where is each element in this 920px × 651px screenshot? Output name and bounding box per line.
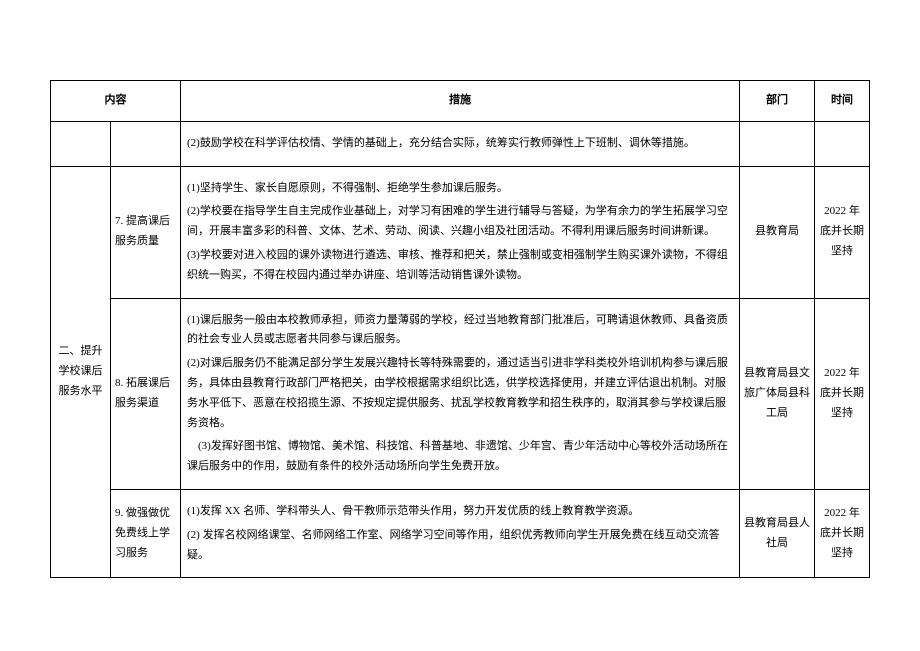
policy-table: 内容 措施 部门 时间 (2)鼓励学校在科学评估校情、学情的基础上，充分结合实际…	[50, 80, 870, 578]
cell-measure: (1)发挥 XX 名师、学科带头人、骨干教师示范带头作用，努力开发优质的线上教育…	[181, 489, 740, 577]
table-row: 9. 做强做优免费线上学习服务 (1)发挥 XX 名师、学科带头人、骨干教师示范…	[51, 489, 870, 577]
measure-text: (2)对课后服务仍不能满足部分学生发展兴趣特长等特殊需要的，通过适当引进非学科类…	[187, 354, 733, 433]
header-dept: 部门	[740, 81, 815, 122]
measure-text: (3)发挥好图书馆、博物馆、美术馆、科技馆、科普基地、非遗馆、少年宫、青少年活动…	[187, 437, 733, 477]
cell-dept: 县教育局县人社局	[740, 489, 815, 577]
header-row: 内容 措施 部门 时间	[51, 81, 870, 122]
table-row: 8. 拓展课后服务渠道 (1)课后服务一般由本校教师承担，师资力量薄弱的学校，经…	[51, 298, 870, 489]
cell-time: 2022 年底并长期坚持	[815, 489, 870, 577]
measure-text: (1)发挥 XX 名师、学科带头人、骨干教师示范带头作用，努力开发优质的线上教育…	[187, 502, 733, 522]
cell-item: 8. 拓展课后服务渠道	[111, 298, 181, 489]
header-time: 时间	[815, 81, 870, 122]
table-row: (2)鼓励学校在科学评估校情、学情的基础上，充分结合实际，统筹实行教师弹性上下班…	[51, 121, 870, 166]
measure-text: (2)鼓励学校在科学评估校情、学情的基础上，充分结合实际，统筹实行教师弹性上下班…	[187, 134, 733, 154]
header-measure: 措施	[181, 81, 740, 122]
measure-text: (1)课后服务一般由本校教师承担，师资力量薄弱的学校，经过当地教育部门批准后，可…	[187, 311, 733, 351]
cell-dept: 县教育局	[740, 166, 815, 298]
table-row: 二、提升学校课后服务水平 7. 提高课后服务质量 (1)坚持学生、家长自愿原则，…	[51, 166, 870, 298]
measure-text: (1)坚持学生、家长自愿原则，不得强制、拒绝学生参加课后服务。	[187, 179, 733, 199]
cell-measure: (1)坚持学生、家长自愿原则，不得强制、拒绝学生参加课后服务。 (2)学校要在指…	[181, 166, 740, 298]
cell-item: 9. 做强做优免费线上学习服务	[111, 489, 181, 577]
measure-text: (2) 发挥名校网络课堂、名师网络工作室、网络学习空间等作用，组织优秀教师向学生…	[187, 526, 733, 566]
cell-measure: (2)鼓励学校在科学评估校情、学情的基础上，充分结合实际，统筹实行教师弹性上下班…	[181, 121, 740, 166]
measure-text: (2)学校要在指导学生自主完成作业基础上，对学习有困难的学生进行辅导与答疑，为学…	[187, 202, 733, 242]
cell-measure: (1)课后服务一般由本校教师承担，师资力量薄弱的学校，经过当地教育部门批准后，可…	[181, 298, 740, 489]
header-category: 内容	[51, 81, 181, 122]
measure-text: (3)学校要对进入校园的课外读物进行遴选、审核、推荐和把关，禁止强制或变相强制学…	[187, 246, 733, 286]
cell-time: 2022 年底并长期坚持	[815, 298, 870, 489]
cell-time: 2022 年底并长期坚持	[815, 166, 870, 298]
cell-dept: 县教育局县文旅广体局县科工局	[740, 298, 815, 489]
cell-time	[815, 121, 870, 166]
cell-category-continuation	[51, 121, 111, 166]
cell-item: 7. 提高课后服务质量	[111, 166, 181, 298]
cell-item-continuation	[111, 121, 181, 166]
cell-dept	[740, 121, 815, 166]
cell-category: 二、提升学校课后服务水平	[51, 166, 111, 578]
